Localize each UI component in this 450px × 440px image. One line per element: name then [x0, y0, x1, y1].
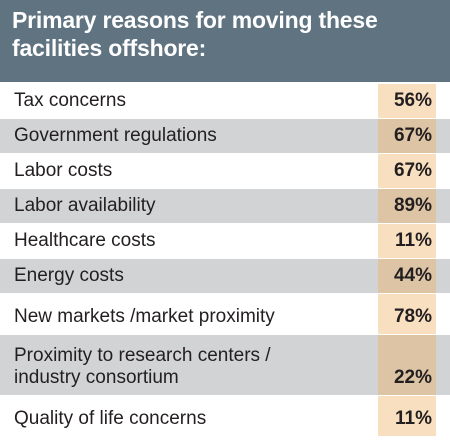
row-label: Labor costs	[14, 160, 113, 181]
table-header: Primary reasons for moving these facilit…	[0, 0, 450, 82]
table-row: Government regulations 67%	[0, 119, 450, 153]
value-cell: 11%	[378, 224, 436, 258]
value-cell: 56%	[378, 84, 436, 118]
row-label: Proximity to research centers / industry…	[14, 345, 271, 388]
row-value: 67%	[393, 160, 432, 181]
table-row: Labor costs 67%	[0, 154, 450, 188]
table-title: Primary reasons for moving these facilit…	[12, 7, 378, 61]
row-label: New markets /market proximity	[14, 306, 275, 327]
value-cell: 67%	[378, 119, 436, 153]
table-row: Proximity to research centers / industry…	[0, 335, 450, 395]
table-row: Quality of life concerns 11%	[0, 396, 450, 436]
row-label: Government regulations	[14, 125, 217, 146]
row-label: Healthcare costs	[14, 230, 156, 251]
row-value: 11%	[395, 408, 432, 429]
table-row: New markets /market proximity 78%	[0, 294, 450, 334]
value-cell: 67%	[378, 154, 436, 188]
value-cell: 44%	[378, 259, 436, 293]
value-cell: 89%	[378, 189, 436, 223]
row-value: 56%	[393, 90, 432, 111]
row-value: 67%	[393, 125, 432, 146]
table-row: Healthcare costs 11%	[0, 224, 450, 258]
table-row: Energy costs 44%	[0, 259, 450, 293]
row-value: 89%	[393, 195, 432, 216]
row-value: 11%	[395, 230, 432, 251]
table-row: Tax concerns 56%	[0, 84, 450, 118]
row-label: Tax concerns	[14, 90, 126, 111]
row-value: 22%	[393, 367, 432, 388]
value-cell: 22%	[378, 335, 436, 395]
value-cell: 78%	[378, 294, 436, 334]
row-value: 44%	[393, 265, 432, 286]
row-label: Energy costs	[14, 265, 124, 286]
row-label: Quality of life concerns	[14, 408, 207, 429]
row-value: 78%	[393, 306, 432, 327]
value-cell: 11%	[378, 396, 436, 436]
row-label: Labor availability	[14, 195, 156, 216]
table-row: Labor availability 89%	[0, 189, 450, 223]
